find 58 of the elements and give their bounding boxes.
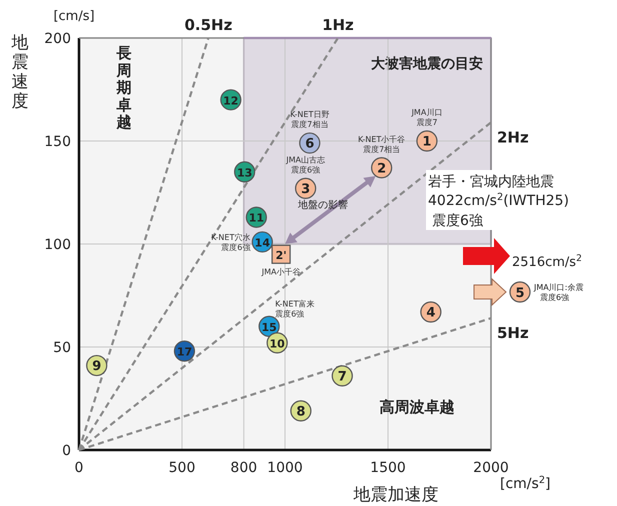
annotation: 9	[92, 359, 102, 374]
note: K-NET穴水	[211, 232, 250, 242]
note: 震度7相当	[363, 144, 400, 154]
series-label: 1Hz	[322, 16, 354, 34]
series-label: 5Hz	[497, 324, 529, 342]
note: JMA小千谷	[262, 267, 300, 276]
x-axis-title: 地震加速度	[352, 485, 438, 505]
note: K-NET富来	[275, 299, 314, 308]
note: JMA山古志	[286, 155, 325, 164]
annotation: 10	[270, 337, 286, 350]
annotation: 4	[426, 305, 436, 320]
text: JMA川口:余震	[533, 283, 584, 292]
annotation: 岩手・宮城内陸地震	[428, 174, 554, 190]
x-tick-label: 1500	[370, 460, 406, 476]
text: 2516cm/s$^{2}$	[512, 254, 582, 270]
x-tick-label: 800	[230, 460, 258, 476]
annotation: 3	[301, 182, 310, 197]
y-tick-label: 100	[44, 237, 71, 253]
annotation: 2'	[276, 248, 287, 262]
note: K-NET日野	[290, 110, 330, 120]
annotation: 12	[223, 94, 238, 108]
series-label: 2Hz	[497, 128, 529, 146]
annotation: 2	[377, 161, 386, 176]
x-tick-label: 500	[168, 460, 196, 476]
annotation: 6	[305, 136, 314, 152]
y-axis-title: 地震速度	[10, 33, 28, 112]
text: 震度6強	[540, 293, 570, 302]
annotation: 13	[236, 166, 252, 180]
y-tick-label: 200	[44, 31, 71, 47]
y-tick-label: 50	[53, 340, 71, 356]
annotation: 15	[261, 320, 277, 334]
x-tick-label: 2000	[473, 460, 509, 476]
annotation: 8	[296, 404, 306, 420]
annotation: 17	[176, 346, 192, 359]
series-label: 0.5Hz	[184, 16, 233, 34]
note: 震度7	[416, 118, 438, 127]
x-tick-label: 1000	[267, 460, 303, 476]
text: [cm/s$^{2}$]	[500, 474, 551, 492]
note: 震度6強	[221, 242, 250, 252]
note: 震度6強	[291, 165, 320, 174]
annotation: 長周期卓越	[116, 44, 132, 131]
annotation: 14	[254, 236, 270, 250]
annotation: 4022cm/s$^{2}$(IWTH25)	[428, 192, 570, 209]
note: 震度6強	[275, 309, 304, 318]
annotation: 1	[422, 134, 432, 150]
annotation: 地盤の影響	[297, 199, 348, 211]
annotation: 7	[338, 369, 347, 384]
note: JMA川口	[412, 108, 442, 117]
y-tick-label: 0	[62, 443, 71, 459]
annotation: 11	[248, 212, 264, 225]
text: 5	[515, 286, 525, 301]
annotation: 高周波卓越	[380, 398, 454, 416]
y-tick-label: 150	[44, 134, 71, 150]
text: [cm/s]	[53, 9, 95, 24]
note: 震度7相当	[291, 120, 328, 130]
annotation: 震度6強	[432, 213, 483, 229]
note: K-NET小千谷	[358, 134, 406, 144]
x-tick-label: 0	[74, 460, 84, 476]
